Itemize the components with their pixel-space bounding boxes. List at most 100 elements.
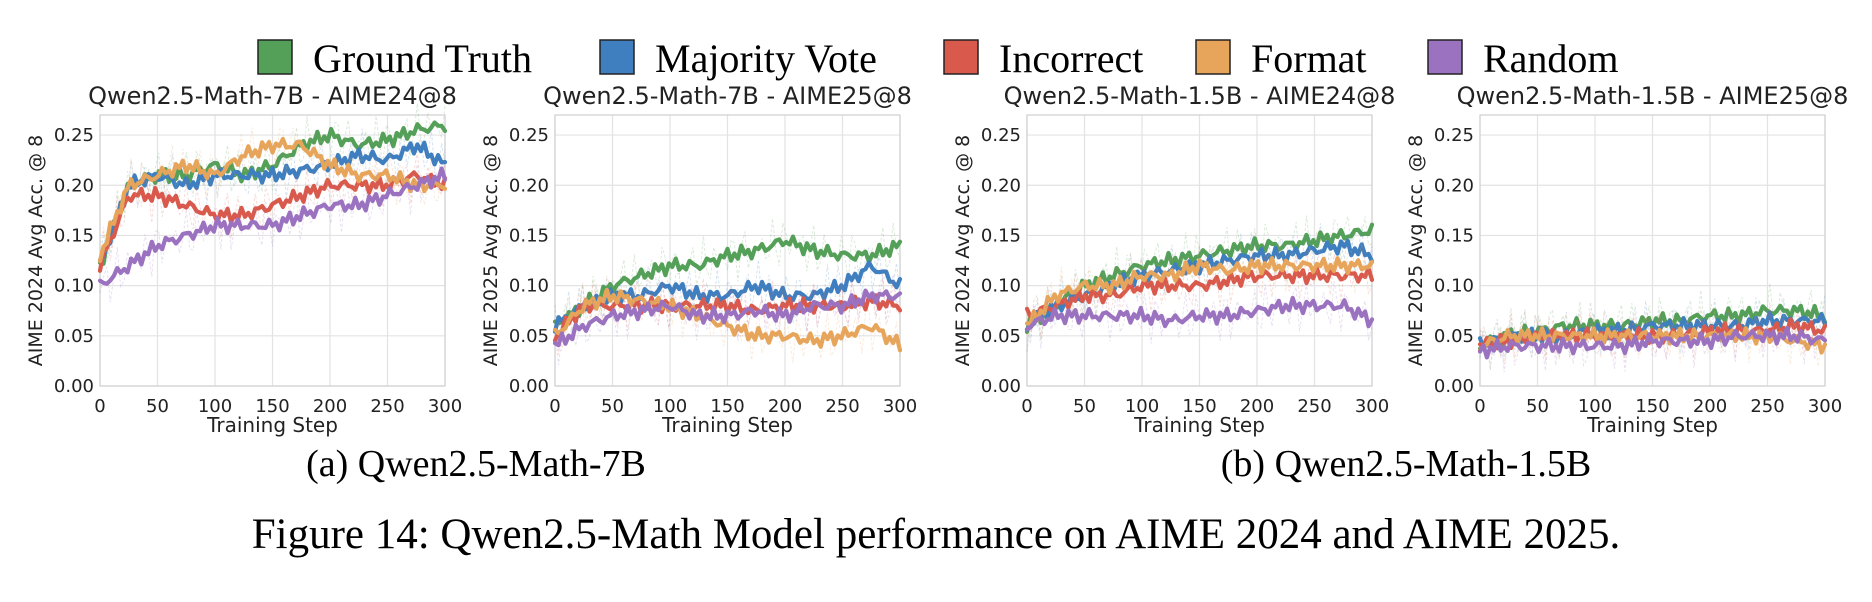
plot-frame	[1026, 114, 1373, 387]
x-tick-label: 50	[1073, 396, 1096, 417]
x-tick-label: 0	[1474, 396, 1485, 417]
legend-item-ground-truth: Ground Truth	[257, 36, 532, 81]
y-tick-label: 0.00	[509, 376, 549, 397]
y-axis-label: AIME 2025 Avg Acc. @ 8	[1405, 135, 1427, 366]
y-tick-label: 0.25	[54, 125, 94, 146]
series-line-format	[97, 136, 448, 264]
y-tick-label: 0.05	[981, 326, 1021, 347]
legend-swatch-majority-vote	[599, 39, 635, 75]
legend-label-format: Format	[1251, 36, 1367, 81]
y-tick-label: 0.25	[981, 125, 1021, 146]
x-tick-label: 300	[428, 396, 462, 417]
chart-title: Qwen2.5-Math-7B - AIME25@8	[543, 82, 912, 110]
series-raw-majority-vote	[1026, 223, 1373, 353]
x-tick-label: 50	[1526, 396, 1549, 417]
series-raw-ground-truth	[1026, 215, 1373, 341]
legend-label-random: Random	[1483, 36, 1619, 81]
y-tick-label: 0.05	[509, 326, 549, 347]
series-raw-format	[99, 127, 446, 256]
y-axis-label: AIME 2024 Avg Acc. @ 8	[25, 135, 47, 366]
x-axis-label: Training Step	[206, 413, 338, 437]
series-raw-ground-truth	[99, 103, 446, 266]
x-tick-label: 150	[1635, 396, 1669, 417]
y-tick-label: 0.25	[509, 125, 549, 146]
figure-caption: Figure 14: Qwen2.5-Math Model performanc…	[252, 511, 1621, 558]
x-tick-label: 250	[1750, 396, 1784, 417]
legend-label-majority-vote: Majority Vote	[655, 36, 877, 81]
y-tick-label: 0.15	[509, 225, 549, 246]
series-line-format	[1024, 256, 1375, 326]
series-raw-format	[1026, 238, 1373, 351]
x-tick-label: 50	[601, 396, 624, 417]
series-raw-random	[1479, 308, 1826, 373]
x-tick-label: 250	[825, 396, 859, 417]
legend-item-format: Format	[1195, 36, 1367, 81]
series-line-incorrect	[1024, 265, 1375, 319]
legend-item-random: Random	[1427, 36, 1619, 81]
x-tick-label: 250	[370, 396, 404, 417]
x-tick-label: 200	[313, 396, 347, 417]
y-tick-label: 0.00	[1434, 376, 1474, 397]
legend-swatch-ground-truth	[257, 39, 293, 75]
y-tick-label: 0.15	[1434, 225, 1474, 246]
y-tick-label: 0.10	[54, 276, 94, 297]
x-tick-label: 50	[146, 396, 169, 417]
plot-frame	[1479, 114, 1826, 387]
subcaption-b: (b) Qwen2.5-Math-1.5B	[1221, 443, 1591, 485]
x-axis-label: Training Step	[1133, 413, 1265, 437]
x-tick-label: 250	[1297, 396, 1331, 417]
x-tick-label: 300	[1808, 396, 1842, 417]
y-tick-label: 0.10	[981, 276, 1021, 297]
y-tick-label: 0.20	[509, 175, 549, 196]
x-tick-label: 200	[1240, 396, 1274, 417]
plot-frame	[99, 114, 446, 387]
subcaption-a: (a) Qwen2.5-Math-7B	[306, 443, 646, 485]
y-tick-label: 0.05	[1434, 326, 1474, 347]
chart-title: Qwen2.5-Math-1.5B - AIME25@8	[1457, 82, 1849, 110]
legend-item-incorrect: Incorrect	[943, 36, 1143, 81]
chart-panels: 0.00 0.05 0.10 0.15 0.20 0.25 0 50 100 150 200 250 3…	[25, 82, 1848, 437]
series-line-format	[552, 287, 903, 353]
y-tick-label: 0.15	[981, 225, 1021, 246]
chart-panel-1: 0.00 0.05 0.10 0.15 0.20 0.25 0 50 100 150 200 250 3…	[25, 82, 462, 437]
y-tick-label: 0.20	[981, 175, 1021, 196]
chart-title: Qwen2.5-Math-1.5B - AIME24@8	[1004, 82, 1396, 110]
x-tick-label: 100	[198, 396, 232, 417]
series-line-ground-truth	[552, 234, 903, 326]
series-line-random	[1477, 325, 1828, 360]
x-tick-label: 0	[94, 396, 105, 417]
y-tick-label: 0.20	[1434, 175, 1474, 196]
series-raw-incorrect	[554, 278, 901, 355]
chart-panel-4: 0.00 0.05 0.10 0.15 0.20 0.25 0 50 100 150 200 250 3…	[1405, 82, 1848, 437]
chart-title: Qwen2.5-Math-7B - AIME24@8	[88, 82, 457, 110]
x-tick-label: 0	[1021, 396, 1032, 417]
x-tick-label: 150	[255, 396, 289, 417]
series-line-random	[552, 288, 903, 348]
x-tick-label: 200	[1693, 396, 1727, 417]
series-line-random	[1024, 295, 1375, 332]
x-tick-label: 100	[1578, 396, 1612, 417]
series-raw-incorrect	[1479, 302, 1826, 365]
y-axis-label: AIME 2025 Avg Acc. @ 8	[480, 135, 502, 366]
series-raw-random	[99, 149, 446, 303]
x-tick-label: 150	[1182, 396, 1216, 417]
y-tick-label: 0.15	[54, 225, 94, 246]
y-tick-label: 0.00	[981, 376, 1021, 397]
legend-label-incorrect: Incorrect	[999, 36, 1143, 81]
y-tick-label: 0.00	[54, 376, 94, 397]
y-tick-label: 0.10	[1434, 276, 1474, 297]
x-tick-label: 0	[549, 396, 560, 417]
legend-item-majority-vote: Majority Vote	[599, 36, 877, 81]
series-raw-ground-truth	[554, 218, 901, 346]
plot-frame	[554, 114, 901, 387]
chart-panel-2: 0.00 0.05 0.10 0.15 0.20 0.25 0 50 100 150 200 250 3…	[480, 82, 917, 437]
x-tick-label: 300	[1355, 396, 1389, 417]
y-tick-label: 0.20	[54, 175, 94, 196]
chart-panel-3: 0.00 0.05 0.10 0.15 0.20 0.25 0 50 100 150 200 250 3…	[952, 82, 1395, 437]
x-tick-label: 200	[768, 396, 802, 417]
x-tick-label: 100	[653, 396, 687, 417]
series-line-incorrect	[97, 170, 448, 273]
legend-label-ground-truth: Ground Truth	[313, 36, 532, 81]
legend-swatch-random	[1427, 39, 1463, 75]
